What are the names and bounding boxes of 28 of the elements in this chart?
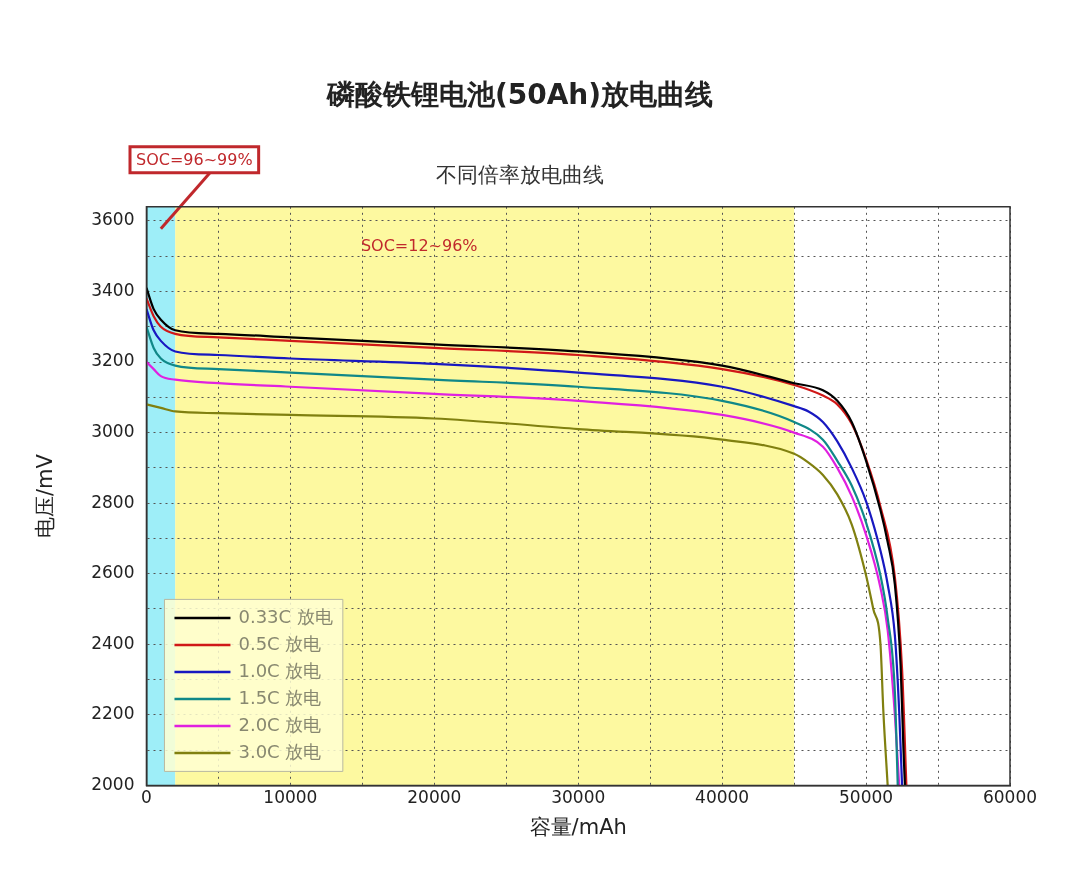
x-tick-label: 10000 [263, 787, 318, 808]
chart-title: 磷酸铁锂电池(50Ah)放电曲线 [325, 78, 714, 112]
x-tick-label: 0 [141, 787, 152, 808]
x-tick-label: 30000 [551, 787, 606, 808]
y-tick-label: 3200 [91, 350, 135, 371]
legend-label: 3.0C 放电 [238, 740, 322, 762]
y-tick-label: 2800 [91, 491, 135, 512]
x-tick-label: 60000 [982, 787, 1038, 808]
x-axis-title: 容量/mAh [529, 814, 627, 839]
y-tick-label: 2600 [91, 562, 135, 583]
chart-subtitle: 不同倍率放电曲线 [436, 162, 604, 187]
y-tick-label: 3600 [91, 209, 135, 230]
legend-label: 0.33C 放电 [238, 605, 333, 627]
y-tick-label: 2400 [91, 632, 135, 653]
legend-label: 0.5C 放电 [238, 632, 322, 654]
legend-label: 1.5C 放电 [238, 686, 322, 708]
x-tick-label: 50000 [839, 787, 894, 808]
x-tick-label: 20000 [407, 787, 462, 808]
band-label: SOC=12~96% [360, 235, 478, 255]
y-tick-label: 3400 [91, 279, 135, 300]
x-tick-label: 40000 [695, 787, 750, 808]
y-tick-label: 3000 [91, 421, 135, 442]
y-tick-label: 2000 [91, 773, 135, 794]
y-axis-title: 电压/mV [33, 453, 58, 539]
y-tick-label: 2200 [91, 703, 135, 724]
legend-label: 1.0C 放电 [238, 659, 322, 681]
band-label: SOC=96~99% [136, 149, 253, 169]
legend-label: 2.0C 放电 [238, 713, 322, 735]
